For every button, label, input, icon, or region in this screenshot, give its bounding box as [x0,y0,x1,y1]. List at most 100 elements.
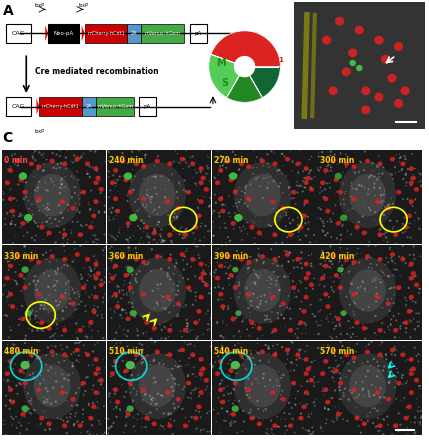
Point [112,207,119,214]
Point [30,149,37,156]
Point [208,227,214,234]
Point [396,381,402,388]
Point [89,416,96,423]
Point [390,200,396,207]
Circle shape [281,397,286,401]
Point [310,187,317,194]
Circle shape [91,214,97,218]
Circle shape [272,423,278,428]
Point [138,424,145,431]
Circle shape [190,162,195,166]
Point [253,375,260,382]
Point [283,209,290,216]
Point [78,429,85,436]
Point [94,167,100,174]
Point [197,168,204,175]
Circle shape [411,176,416,180]
Wedge shape [245,67,280,98]
Point [283,212,290,219]
Point [371,329,378,337]
Point [42,399,49,406]
Circle shape [180,157,185,162]
Point [297,182,304,189]
Point [392,169,399,176]
Point [112,183,119,190]
Point [106,148,112,155]
Point [227,357,234,364]
Point [49,178,56,185]
Point [236,166,243,173]
Point [92,341,99,349]
Point [9,422,15,429]
Point [369,159,376,166]
Point [132,428,139,436]
Point [148,246,155,253]
Point [237,196,244,203]
Point [134,327,141,334]
Point [2,215,9,222]
Circle shape [124,172,132,180]
Point [396,159,403,166]
Point [196,254,203,262]
Point [351,169,358,176]
Point [104,416,111,423]
Point [308,166,314,174]
Point [319,428,326,435]
Point [254,273,261,280]
Circle shape [246,164,251,169]
Point [407,182,414,189]
Point [153,405,160,412]
Point [403,297,410,304]
Point [405,284,412,291]
Point [298,383,305,390]
Point [207,361,214,368]
Circle shape [231,221,236,226]
Point [165,419,172,426]
Point [259,194,266,201]
Point [254,294,261,301]
Point [238,153,245,160]
Circle shape [183,328,188,333]
Point [69,313,76,321]
Point [192,385,199,392]
Point [402,303,409,310]
Text: 480 min: 480 min [4,347,39,356]
Circle shape [29,162,34,166]
Point [381,271,388,278]
Point [320,348,326,355]
Point [409,202,416,210]
Point [393,347,400,354]
Point [97,370,103,377]
Point [248,406,255,413]
Point [265,342,272,349]
Point [172,375,178,382]
Point [52,281,59,289]
Point [159,357,166,364]
Point [154,302,161,309]
Circle shape [229,172,237,180]
Point [167,251,174,258]
Point [277,374,284,381]
Point [279,262,286,270]
Circle shape [85,162,90,166]
Point [157,231,164,238]
Point [34,222,41,230]
Point [224,146,230,153]
Circle shape [396,190,402,194]
Circle shape [232,267,239,273]
Point [171,266,178,273]
Point [41,400,48,407]
Point [379,170,386,177]
Point [280,189,287,196]
Point [288,195,295,202]
Point [30,174,37,181]
Circle shape [414,378,419,383]
Point [130,385,137,392]
Point [239,354,245,361]
Point [221,392,227,399]
Ellipse shape [234,258,291,324]
Point [219,377,226,384]
Circle shape [351,387,356,392]
Point [103,364,109,371]
Point [71,152,78,159]
